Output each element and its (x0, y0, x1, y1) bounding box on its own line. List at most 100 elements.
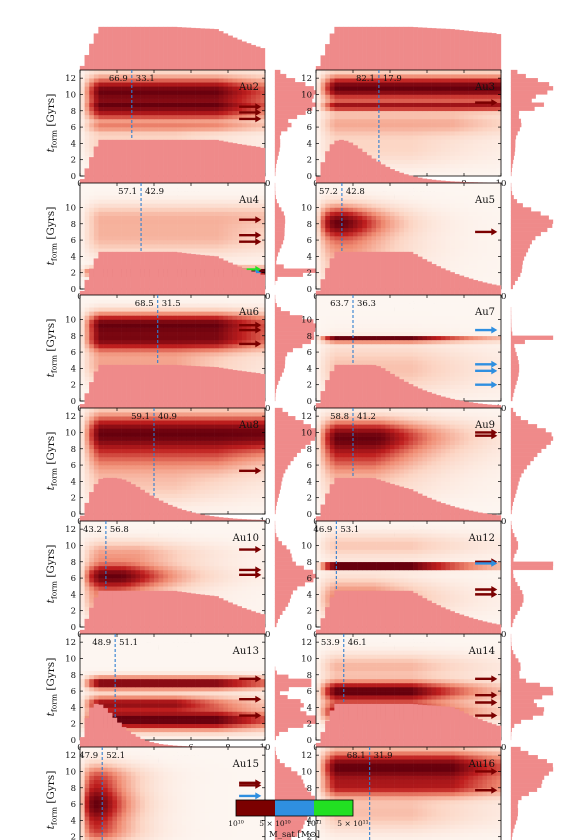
heatmap-cell (473, 135, 479, 140)
heatmap-cell (232, 252, 238, 257)
heatmap-cell (473, 260, 479, 265)
heatmap-cell (459, 127, 465, 132)
heatmap-cell (482, 272, 488, 278)
heatmap-cell (473, 264, 479, 269)
heatmap-cell (357, 227, 363, 233)
heatmap-cell (477, 207, 483, 212)
heatmap-cell (408, 183, 414, 188)
heatmap-cell (491, 167, 497, 173)
heatmap-cell (417, 131, 423, 136)
heatmap-cell (450, 236, 456, 241)
heatmap-cell (218, 102, 224, 107)
heatmap-cell (450, 143, 456, 148)
heatmap-cell (204, 211, 210, 216)
heatmap-cell (496, 106, 502, 112)
histogram-bar (510, 82, 550, 87)
heatmap-cell (348, 135, 354, 140)
heatmap-cell (334, 106, 340, 112)
heatmap-cell (103, 207, 109, 212)
heatmap-cell (436, 191, 442, 196)
histogram-bar (130, 26, 136, 71)
heatmap-cell (84, 268, 90, 273)
heatmap-cell (468, 123, 474, 128)
histogram-bar (510, 227, 548, 233)
heatmap-cell (195, 78, 201, 83)
heatmap-cell (487, 268, 493, 273)
heatmap-cell (496, 268, 502, 273)
heatmap-cell (496, 70, 502, 75)
heatmap-cell (473, 236, 479, 241)
heatmap-cell (126, 94, 132, 99)
histogram-bar (510, 114, 519, 120)
heatmap-cell (464, 199, 469, 204)
heatmap-cell (385, 159, 391, 165)
heatmap-cell (380, 131, 386, 136)
heatmap-cell (191, 78, 196, 83)
heatmap-cell (459, 155, 465, 160)
heatmap-cell (468, 223, 474, 229)
histogram-bar (172, 139, 178, 184)
heatmap-cell (107, 110, 113, 116)
histogram-bar (510, 276, 518, 281)
heatmap-cell (177, 223, 183, 229)
heatmap-cell (149, 240, 155, 245)
heatmap-cell (260, 244, 266, 249)
heatmap-cell (440, 159, 446, 165)
heatmap-cell (107, 191, 113, 196)
heatmap-cell (218, 364, 224, 369)
heatmap-cell (130, 70, 136, 75)
heatmap-cell (103, 248, 109, 253)
heatmap-cell (334, 78, 340, 83)
histogram-bar (371, 158, 377, 184)
histogram-bar (510, 151, 515, 156)
heatmap-cell (403, 139, 409, 144)
heatmap-cell (255, 260, 261, 265)
heatmap-cell (403, 167, 409, 173)
heatmap-cell (334, 195, 340, 200)
heatmap-cell (436, 199, 442, 204)
heatmap-cell (163, 183, 169, 188)
heatmap-cell (144, 131, 150, 136)
heatmap-cell (454, 215, 460, 220)
heatmap-cell (427, 94, 432, 99)
heatmap-cell (112, 123, 118, 128)
heatmap-cell (209, 240, 215, 245)
histogram-bar (186, 27, 192, 71)
heatmap-cell (353, 102, 358, 107)
heatmap-cell (445, 195, 451, 200)
heatmap-cell (177, 207, 183, 212)
heatmap-cell (436, 167, 442, 173)
heatmap-cell (357, 139, 363, 144)
heatmap-cell (103, 236, 109, 241)
heatmap-cell (440, 167, 446, 173)
heatmap-cell (200, 135, 206, 140)
heatmap-cell (417, 114, 423, 120)
heatmap-cell (112, 231, 118, 237)
heatmap-cell (80, 74, 85, 79)
heatmap-cell (385, 248, 391, 253)
heatmap-cell (366, 244, 372, 249)
heatmap-cell (473, 227, 479, 233)
heatmap-cell (112, 199, 118, 204)
heatmap-cell (316, 244, 321, 249)
heatmap-cell (144, 236, 150, 241)
heatmap-cell (496, 211, 502, 216)
heatmap-cell (413, 187, 419, 192)
heatmap-cell (343, 98, 349, 103)
heatmap-cell (121, 118, 127, 124)
heatmap-cell (334, 244, 340, 249)
heatmap-cell (334, 219, 340, 225)
heatmap-cell (440, 102, 446, 107)
heatmap-cell (477, 151, 483, 156)
heatmap-cell (464, 183, 469, 188)
heatmap-cell (191, 123, 196, 128)
histogram-bar (172, 26, 178, 71)
heatmap-cell (154, 187, 159, 192)
histogram-bar (181, 139, 187, 184)
heatmap-cell (237, 211, 243, 216)
heatmap-cell (353, 187, 358, 192)
heatmap-cell (112, 78, 118, 83)
heatmap-cell (228, 70, 233, 75)
heatmap-cell (334, 211, 340, 216)
heatmap-cell (251, 223, 257, 229)
